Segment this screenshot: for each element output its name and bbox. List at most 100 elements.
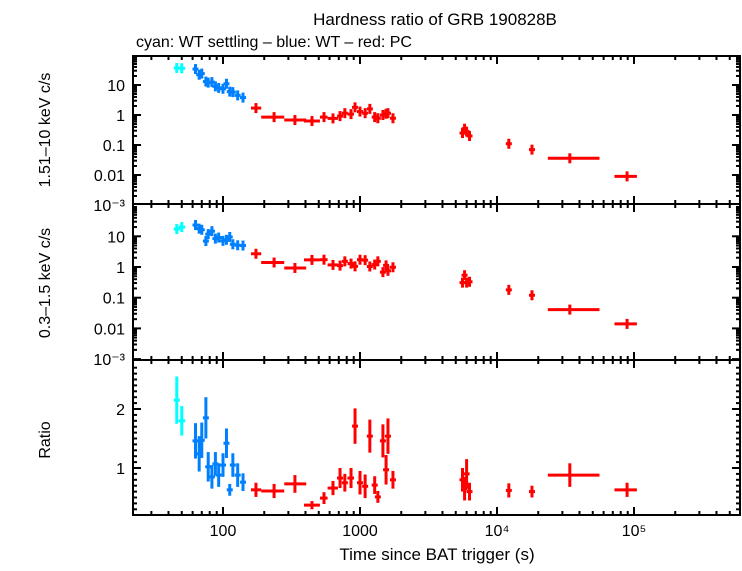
y-tick-label: 0.1 <box>103 291 125 308</box>
hard-rate-point <box>223 78 230 89</box>
soft-rate-point <box>374 256 381 267</box>
x-tick-label: 1000 <box>342 523 378 540</box>
y-tick-label: 1 <box>116 461 125 478</box>
hard-rate-point <box>347 109 355 120</box>
ratio-point <box>505 483 512 498</box>
soft-rate-point <box>547 304 600 315</box>
soft-rate-point <box>337 260 344 271</box>
soft-rate-point <box>379 267 386 278</box>
ratio-point <box>347 468 355 489</box>
soft-rate-point <box>357 254 363 265</box>
hard-rate-point <box>384 108 391 119</box>
y-tick-label: 2 <box>116 402 125 419</box>
y-tick-label: 0.01 <box>94 321 125 338</box>
soft-rate-point <box>352 261 359 272</box>
soft-rate-point <box>202 236 209 247</box>
ratio-point <box>466 482 473 501</box>
y-axis-label-hard: 1.51–10 keV c/s <box>37 73 54 188</box>
y-axis-label-ratio: Ratio <box>37 421 54 458</box>
y-tick-label: 10⁻³ <box>93 198 125 215</box>
panel-frame <box>132 203 741 361</box>
soft-rate-point <box>303 254 320 265</box>
hard-rate-point <box>261 112 285 123</box>
ratio-point <box>284 475 307 493</box>
hard-rate-point <box>505 138 512 149</box>
soft-rate-point <box>234 240 241 251</box>
hard-rate-point <box>352 102 359 113</box>
ratio-point <box>371 476 378 494</box>
hard-rate-point <box>389 113 396 124</box>
hard-rate-point <box>229 87 236 98</box>
hard-rate-point <box>366 103 373 114</box>
x-axis-label: Time since BAT trigger (s) <box>339 545 534 564</box>
ratio-point <box>341 473 348 492</box>
ratio-point <box>303 501 320 510</box>
soft-rate-point <box>327 259 338 270</box>
y-tick-label: 10 <box>107 229 125 246</box>
soft-rate-point <box>178 222 186 233</box>
ratio-point <box>173 376 180 424</box>
soft-rate-point <box>240 240 247 251</box>
y-tick-label: 1 <box>116 260 125 277</box>
panel-frame <box>132 359 741 516</box>
ratio-point <box>352 408 359 444</box>
ratio-point <box>547 463 600 487</box>
ratio-point <box>240 473 247 492</box>
hard-rate-point <box>466 130 473 141</box>
soft-rate-point <box>528 290 535 301</box>
ratio-point <box>198 422 205 458</box>
soft-rate-point <box>614 318 637 329</box>
hard-rate-point <box>240 92 247 103</box>
soft-rate-point <box>173 224 180 235</box>
hard-rate-point <box>192 64 199 75</box>
ratio-point <box>223 428 230 458</box>
ratio-point <box>379 424 386 458</box>
hard-rate-point <box>284 115 307 126</box>
y-tick-label: 10 <box>107 78 125 95</box>
ratio-point <box>389 470 396 489</box>
soft-rate-point <box>226 231 233 242</box>
ratio-point <box>463 459 470 489</box>
hard-rate-point <box>178 63 186 74</box>
hard-rate-point <box>234 90 241 101</box>
ratio-point <box>357 470 363 495</box>
ratio-point <box>362 474 369 499</box>
soft-rate-point <box>284 262 307 273</box>
ratio-point <box>374 491 381 503</box>
ratio-point <box>178 406 186 436</box>
x-tick-label: 100 <box>210 523 237 540</box>
ratio-point <box>192 423 199 459</box>
hard-rate-point <box>374 113 381 124</box>
hard-rate-point <box>337 111 344 122</box>
hard-rate-point <box>198 68 205 79</box>
ratio-point <box>250 482 262 497</box>
ratio-point <box>215 463 222 487</box>
soft-rate-point <box>261 257 285 268</box>
hard-rate-point <box>547 153 600 164</box>
hard-rate-point <box>341 108 348 119</box>
ratio-point <box>205 452 212 482</box>
chart-title: Hardness ratio of GRB 190828B <box>313 10 557 29</box>
soft-rate-point <box>461 270 468 281</box>
ratio-point <box>614 482 637 497</box>
soft-rate-point <box>319 254 328 265</box>
hard-rate-point <box>327 113 338 124</box>
ratio-point <box>383 455 390 485</box>
soft-rate-point <box>205 229 212 240</box>
hard-rate-point <box>528 144 535 155</box>
y-tick-label: 10⁻³ <box>93 352 125 369</box>
hard-rate-point <box>614 171 637 182</box>
y-tick-label: 0.1 <box>103 138 125 155</box>
ratio-point <box>229 453 236 477</box>
soft-rate-point <box>215 232 222 243</box>
y-axis-label-soft: 0.3–1.5 keV c/s <box>37 228 54 338</box>
soft-rate-point <box>208 226 215 237</box>
soft-rate-point <box>505 284 512 295</box>
x-tick-label: 10⁴ <box>485 523 510 540</box>
ratio-point <box>528 485 535 498</box>
ratio-point <box>234 463 241 487</box>
ratio-point <box>208 465 215 489</box>
panel-frame <box>132 55 741 205</box>
soft-rate-point <box>384 265 391 276</box>
